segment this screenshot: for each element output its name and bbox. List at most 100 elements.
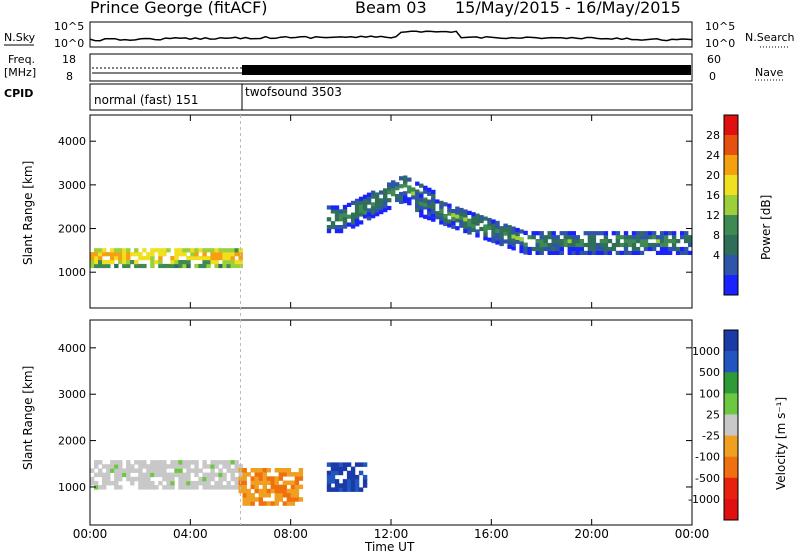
heatmap-cell xyxy=(338,217,344,222)
heatmap-cell xyxy=(242,468,247,473)
heatmap-cell xyxy=(210,256,215,261)
heatmap-cell xyxy=(234,485,239,490)
heatmap-cell xyxy=(90,263,95,269)
heatmap-cell xyxy=(647,246,653,252)
heatmap-cell xyxy=(206,476,211,482)
heatmap-cell xyxy=(202,472,207,478)
heatmap-cell xyxy=(459,215,464,220)
heatmap-cell xyxy=(102,248,107,253)
heatmap-cell xyxy=(98,468,103,473)
heatmap-cell xyxy=(334,217,340,222)
heatmap-cell xyxy=(575,242,580,248)
heatmap-cell xyxy=(262,472,267,477)
heatmap-cell xyxy=(226,460,231,465)
heatmap-cell xyxy=(435,215,440,220)
heatmap-cell xyxy=(543,246,548,252)
colorbar-swatch xyxy=(724,414,738,436)
heatmap-cell xyxy=(210,252,215,257)
heatmap-cell xyxy=(591,231,597,236)
heatmap-cell xyxy=(591,235,597,240)
heatmap-cell xyxy=(150,468,155,473)
heatmap-cell xyxy=(611,242,617,248)
heatmap-cell xyxy=(543,239,548,244)
heatmap-cell xyxy=(326,483,332,488)
heatmap-cell xyxy=(395,186,400,191)
heatmap-cell xyxy=(447,203,452,208)
heatmap-cell xyxy=(142,476,147,482)
heatmap-cell xyxy=(451,220,456,225)
heatmap-cell xyxy=(146,256,151,261)
heatmap-cell xyxy=(230,476,235,482)
heatmap-cell xyxy=(230,252,235,257)
heatmap-cell xyxy=(142,263,147,269)
heatmap-cell xyxy=(138,476,143,482)
heatmap-cell xyxy=(623,242,629,248)
heatmap-cell xyxy=(427,204,432,209)
heatmap-cell xyxy=(411,195,416,200)
heatmap-cell xyxy=(230,472,235,478)
heatmap-cell xyxy=(150,480,155,486)
colorbar-tick-label: 4 xyxy=(713,249,720,262)
heatmap-cell xyxy=(603,235,609,240)
heatmap-cell xyxy=(202,460,207,465)
heatmap-cell xyxy=(475,229,480,234)
heatmap-cell xyxy=(499,234,504,239)
heatmap-cell xyxy=(142,464,147,469)
heatmap-cell xyxy=(94,263,99,269)
heatmap-cell xyxy=(415,200,420,205)
heatmap-cell xyxy=(374,192,380,197)
heatmap-cell xyxy=(166,485,171,490)
heatmap-cell xyxy=(278,488,283,494)
heatmap-cell xyxy=(354,202,360,207)
heatmap-cell xyxy=(290,493,296,498)
heatmap-cell xyxy=(370,210,376,215)
heatmap-cell xyxy=(262,488,267,494)
heatmap-cell xyxy=(102,464,107,469)
heatmap-cell xyxy=(330,221,336,226)
heatmap-cell xyxy=(298,497,304,502)
heatmap-cell xyxy=(635,246,641,252)
heatmap-cell xyxy=(651,242,657,248)
freq-unit: [MHz] xyxy=(4,66,36,79)
heatmap-cell xyxy=(423,199,428,204)
heatmap-cell xyxy=(214,460,219,465)
heatmap-cell xyxy=(387,182,392,187)
heatmap-cell xyxy=(391,188,396,193)
heatmap-cell xyxy=(688,239,693,244)
heatmap-cell xyxy=(266,501,271,506)
heatmap-cell xyxy=(206,263,211,269)
cpid-mode-twofsound: twofsound 3503 xyxy=(245,85,342,99)
heatmap-cell xyxy=(334,225,340,230)
heatmap-cell xyxy=(246,501,251,506)
heatmap-cell xyxy=(346,470,352,476)
heatmap-cell xyxy=(350,483,356,488)
heatmap-cell xyxy=(403,199,408,204)
heatmap-cell xyxy=(130,464,135,469)
noise-tick-high-left: 10^5 xyxy=(54,20,84,33)
heatmap-cell xyxy=(643,246,649,252)
heatmap-cell xyxy=(499,237,504,243)
heatmap-cell xyxy=(154,460,159,465)
freq-label: Freq. xyxy=(8,53,35,66)
heatmap-cell xyxy=(154,468,159,473)
heatmap-cell xyxy=(118,252,123,257)
heatmap-cell xyxy=(218,248,223,253)
heatmap-cell xyxy=(246,488,251,494)
heatmap-cell xyxy=(503,231,508,236)
heatmap-cell xyxy=(338,209,344,214)
heatmap-cell xyxy=(611,246,617,252)
heatmap-cell xyxy=(130,252,135,257)
heatmap-cell xyxy=(407,197,412,202)
heatmap-cell xyxy=(190,256,195,261)
heatmap-cell xyxy=(671,239,677,244)
heatmap-cell xyxy=(330,474,336,480)
heatmap-cell xyxy=(102,252,107,257)
heatmap-cell xyxy=(154,464,159,469)
heatmap-cell xyxy=(222,476,227,482)
heatmap-cell xyxy=(527,246,532,252)
heatmap-cell xyxy=(166,480,171,486)
heatmap-cell xyxy=(567,246,572,252)
heatmap-cell xyxy=(575,235,580,240)
heatmap-cell xyxy=(366,200,372,205)
heatmap-cell xyxy=(254,476,259,481)
